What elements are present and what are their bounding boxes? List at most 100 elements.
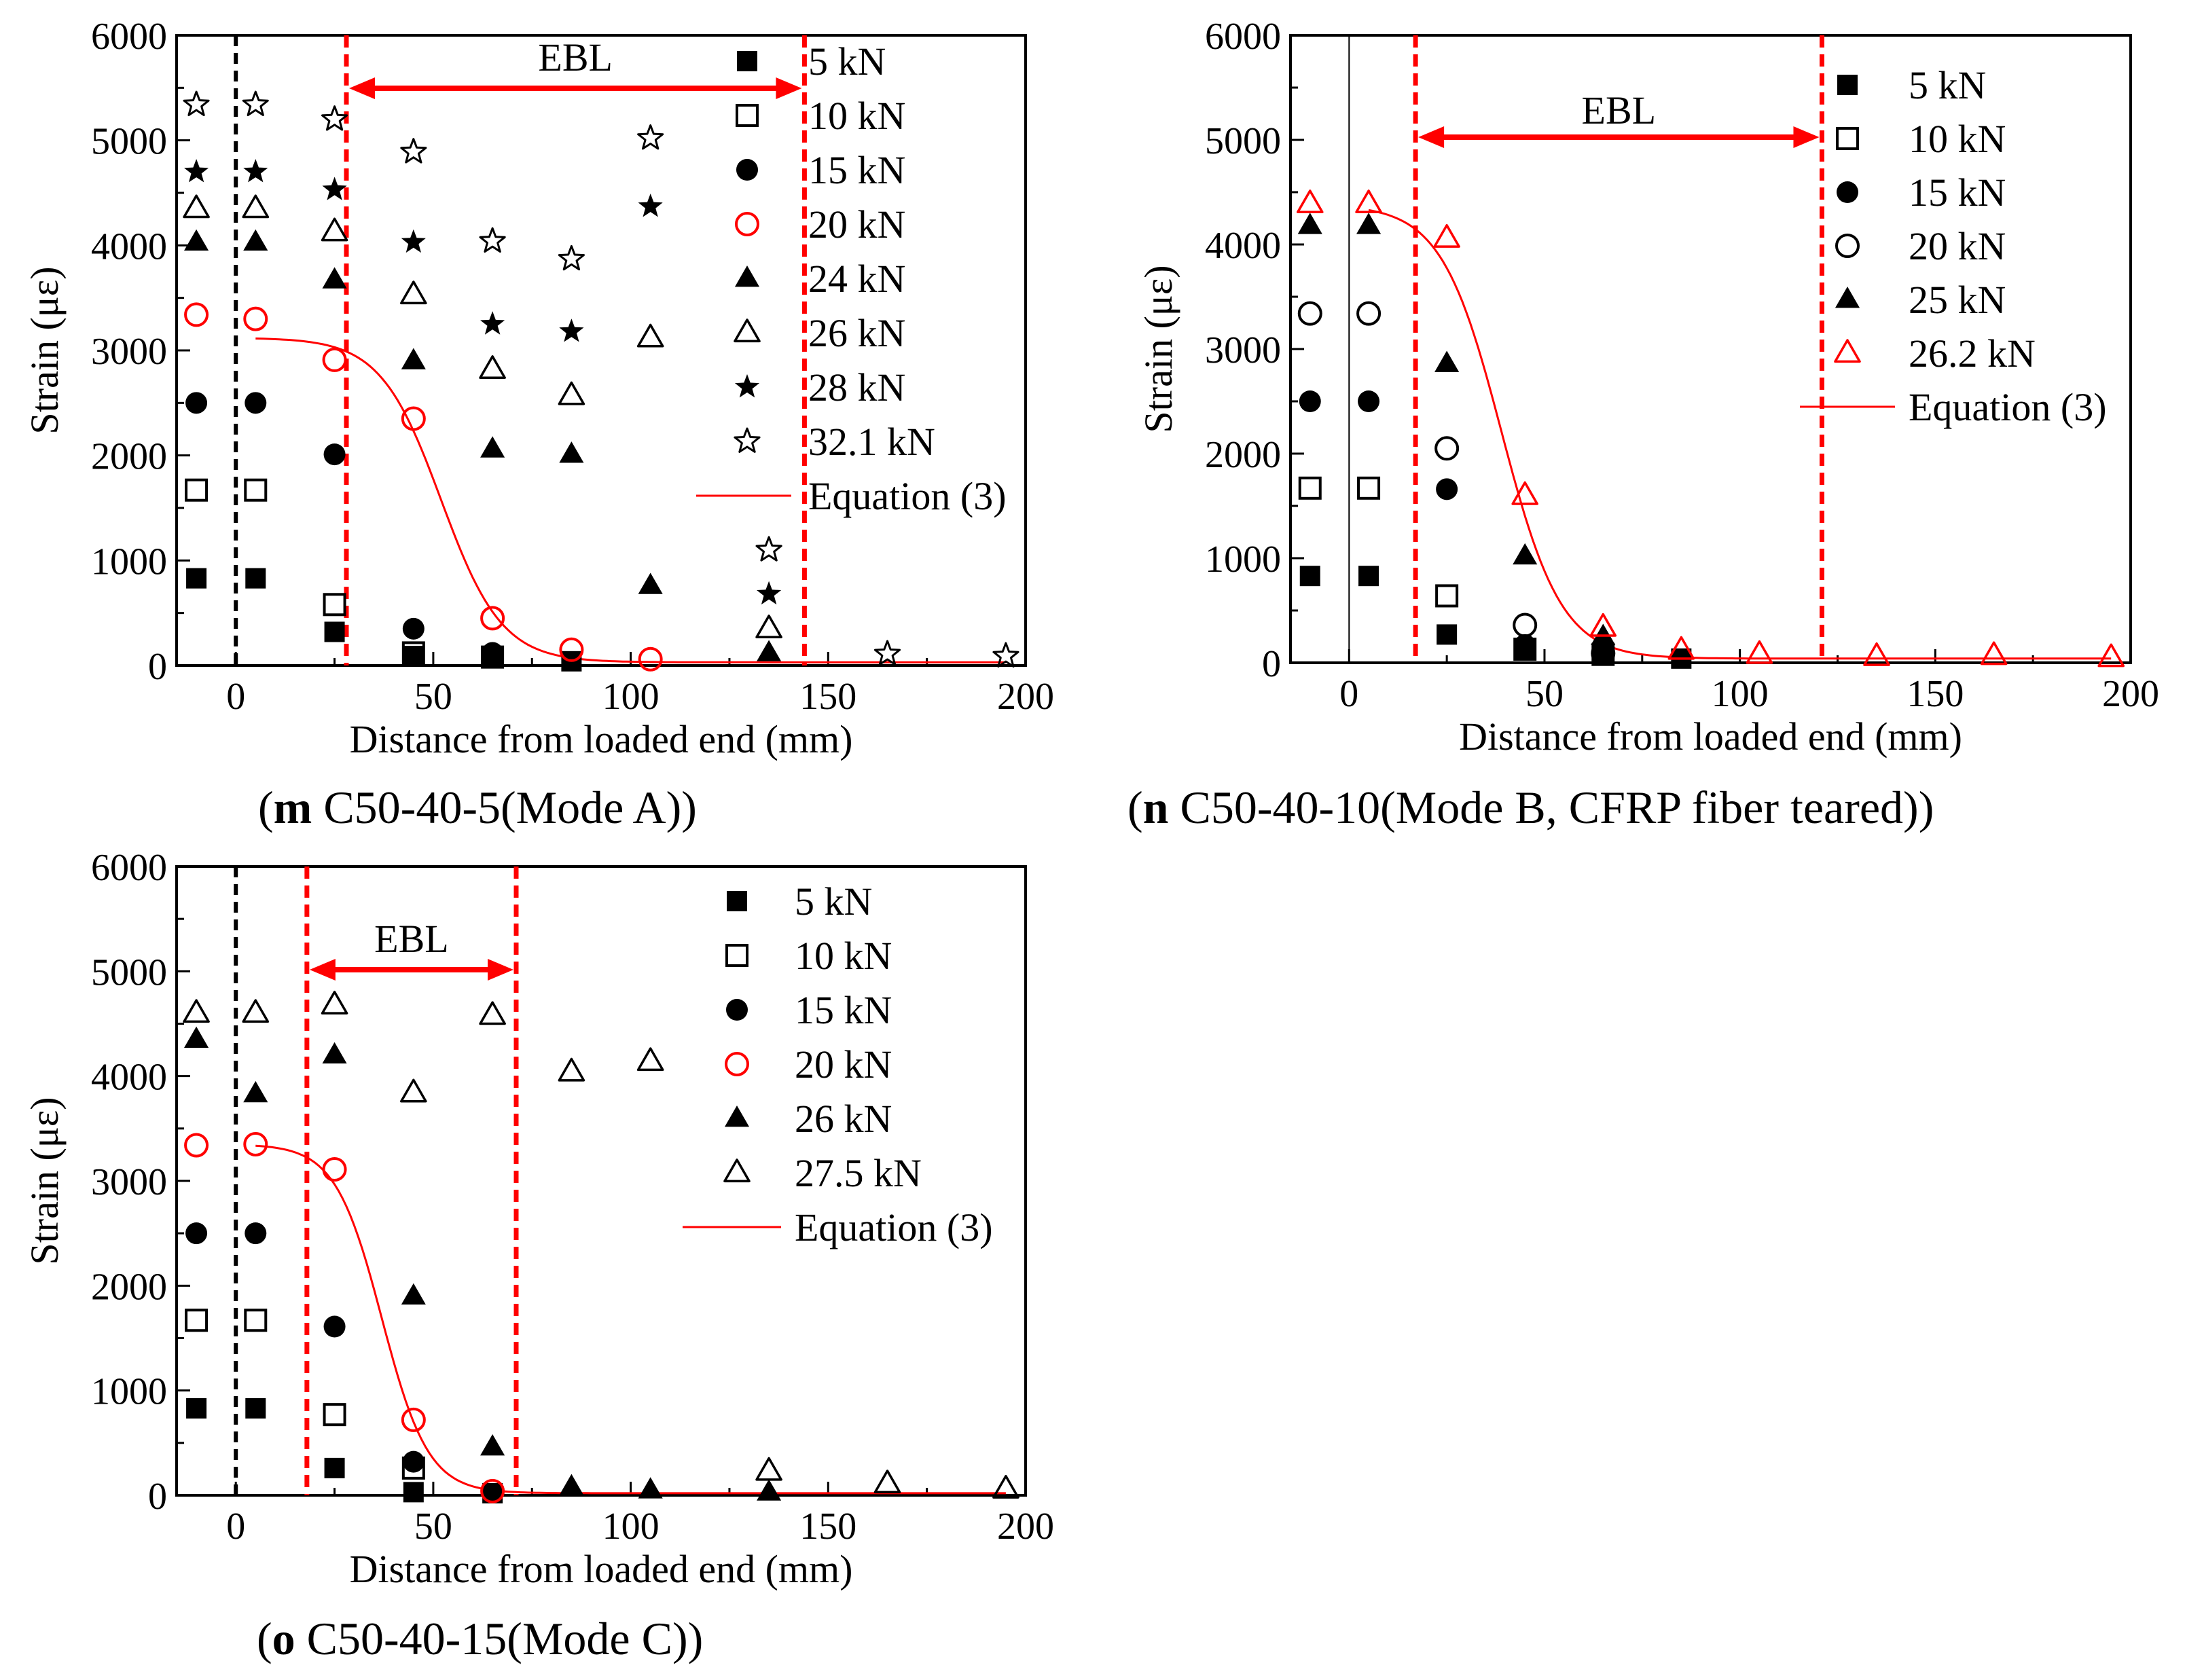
data-point: [1513, 543, 1538, 565]
legend-label: 10 kN: [795, 934, 892, 978]
x-tick-label: 150: [1907, 673, 1964, 715]
data-point: [1980, 641, 2008, 665]
data-point: [757, 1479, 782, 1501]
data-point: [244, 1309, 268, 1332]
y-tick-label: 0: [148, 646, 167, 688]
data-point: [242, 194, 270, 219]
legend-label: 20 kN: [808, 202, 905, 246]
legend-label: 26 kN: [808, 311, 905, 355]
x-tick-label: 50: [414, 676, 452, 718]
data-point: [636, 1047, 664, 1072]
data-point: [638, 1477, 663, 1499]
data-point: [322, 267, 347, 289]
data-point: [757, 640, 782, 661]
legend-marker: [736, 159, 758, 181]
y-tick-label: 6000: [91, 16, 167, 58]
ebl-label: EBL: [1582, 88, 1657, 132]
caption-n: (n C50-40-10(Mode B, CFRP fiber teared)): [1127, 782, 1934, 833]
data-point: [1511, 481, 1539, 505]
fit-curve: [255, 1144, 1006, 1495]
data-point: [401, 641, 425, 665]
data-point: [559, 1474, 584, 1496]
legend-marker: [735, 212, 759, 236]
data-point: [1436, 478, 1458, 500]
legend-label: Equation (3): [795, 1205, 993, 1249]
legend-marker: [725, 944, 748, 967]
x-tick-label: 100: [602, 1505, 660, 1548]
y-tick-label: 3000: [1205, 329, 1281, 371]
data-point: [183, 999, 210, 1023]
data-point: [992, 642, 1019, 668]
data-point: [401, 1283, 426, 1305]
ebl-arrow-head-right: [488, 959, 513, 981]
data-point: [401, 229, 426, 253]
x-axis-title: Distance from loaded end (mm): [350, 717, 853, 761]
legend-label: 20 kN: [1909, 224, 2006, 268]
ebl-label: EBL: [374, 917, 449, 961]
data-point: [1437, 624, 1458, 645]
x-tick-label: 150: [799, 1505, 856, 1548]
data-point: [184, 159, 209, 183]
data-point: [559, 637, 584, 662]
x-tick-label: 50: [414, 1505, 452, 1548]
y-tick-label: 0: [1262, 643, 1281, 685]
data-point: [1356, 213, 1382, 234]
data-point: [2097, 643, 2125, 668]
data-point: [243, 1131, 268, 1156]
data-point: [1356, 301, 1382, 326]
data-point: [479, 355, 506, 379]
legend-marker: [737, 51, 757, 71]
data-point: [322, 1157, 347, 1182]
data-point: [1297, 301, 1322, 326]
legend-label: 32.1 kN: [808, 420, 935, 464]
legend-marker: [727, 891, 747, 911]
legend-marker: [726, 999, 748, 1021]
data-point: [185, 392, 208, 414]
data-point: [873, 640, 901, 665]
data-point: [185, 1222, 208, 1245]
data-point: [1592, 642, 1614, 665]
legend-label: 15 kN: [795, 988, 892, 1032]
chart-panel-n: 0 1000 2000 3000 4000 5000 6000 0 50 100 150 200 Dis…: [1136, 16, 2159, 759]
data-point: [638, 194, 663, 217]
data-point: [992, 1474, 1019, 1499]
legend-marker: [736, 104, 759, 127]
x-axis-title: Distance from loaded end (mm): [1459, 714, 1962, 759]
x-tick-label: 200: [2102, 673, 2159, 715]
y-axis-title: Strain (με): [1136, 265, 1180, 433]
data-point: [323, 593, 346, 617]
legend-marker: [725, 1052, 749, 1076]
legend-label: 5 kN: [1909, 63, 1986, 107]
legend-label: Equation (3): [808, 474, 1007, 518]
data-point: [558, 1057, 585, 1082]
chart-panel-m: 0 1000 2000 3000 4000 5000 6000 0 50 100 150 200 Dis…: [22, 16, 1054, 761]
ebl-arrow-head-right: [776, 77, 802, 99]
data-point: [1358, 566, 1379, 587]
ebl-arrow-head-right: [1793, 126, 1820, 148]
data-point: [1746, 640, 1773, 664]
data-point: [184, 1026, 209, 1048]
legend-marker: [734, 318, 761, 343]
data-point: [638, 572, 663, 594]
y-tick-label: 1000: [1205, 538, 1281, 581]
y-tick-label: 1000: [91, 541, 167, 583]
data-point: [1667, 636, 1695, 660]
caption-o: (o C50-40-15(Mode C)): [257, 1613, 704, 1664]
data-point: [183, 194, 210, 219]
data-point: [755, 1457, 782, 1481]
legend-marker: [723, 1158, 751, 1183]
data-point: [321, 990, 348, 1015]
y-tick-label: 2000: [1205, 434, 1281, 476]
legend-label: 5 kN: [808, 39, 886, 84]
legend-label: Equation (3): [1909, 385, 2107, 429]
legend-label: 25 kN: [1909, 278, 2006, 322]
x-tick-label: 200: [997, 1505, 1054, 1548]
legend-label: 15 kN: [808, 148, 905, 192]
data-point: [244, 478, 268, 502]
y-tick-label: 2000: [91, 436, 167, 478]
data-point: [323, 1403, 346, 1427]
data-point: [324, 1457, 345, 1478]
data-point: [1433, 224, 1460, 248]
data-point: [1355, 189, 1382, 214]
